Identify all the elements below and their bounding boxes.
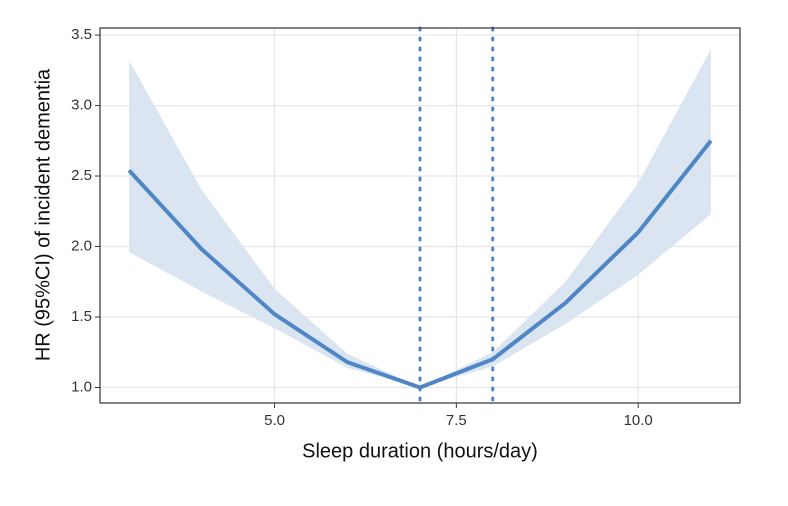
y-tick-label: 3.5 (71, 26, 92, 43)
line (127, 139, 713, 390)
y-tick-label: 3.0 (71, 97, 92, 114)
y-tick-label: 1.5 (71, 308, 92, 325)
y-tick-label: 2.0 (71, 237, 92, 254)
x-axis-label: Sleep duration (hours/day) (302, 440, 538, 462)
y-tick-label: 1.0 (71, 378, 92, 395)
y-tick-label: 2.5 (71, 167, 92, 184)
plot-border (99, 27, 741, 404)
x-tick-label: 7.5 (446, 412, 467, 429)
y-axis-label: HR (95%CI) of incident dementia (32, 68, 54, 361)
x-tick-label: 5.0 (264, 412, 285, 429)
x-tick-label: 10.0 (624, 412, 653, 429)
